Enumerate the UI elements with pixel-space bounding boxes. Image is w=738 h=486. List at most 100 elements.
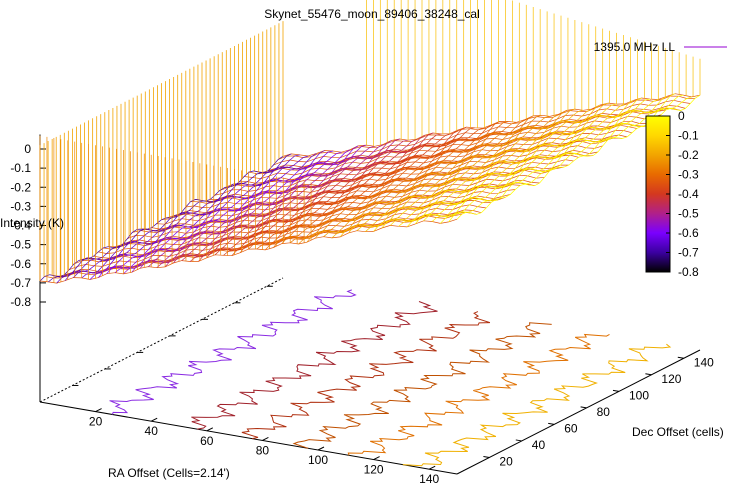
surface-column	[106, 149, 350, 274]
surface-column	[56, 154, 300, 284]
surface-column	[415, 99, 659, 225]
surface-column	[289, 115, 534, 244]
colorbar-tick-label: -0.6	[678, 226, 699, 240]
colorbar-tick-label: -0.8	[678, 265, 699, 279]
x-tick	[262, 436, 269, 441]
surface-column	[339, 109, 584, 238]
y-tick	[645, 373, 652, 376]
surface-column	[373, 103, 617, 232]
surface-column	[406, 98, 651, 228]
surface-column	[73, 153, 317, 278]
x-tick-label: 60	[200, 434, 214, 448]
colorbar-tick-label: -0.7	[678, 246, 699, 260]
x-tick	[317, 446, 325, 451]
surface-column	[423, 96, 667, 222]
surface-column	[98, 151, 342, 278]
surface-column	[306, 116, 550, 243]
z-tick-label: -0.8	[10, 295, 31, 309]
surface-column	[156, 138, 400, 268]
colorbar-tick-label: -0.5	[678, 207, 699, 221]
y-axis-label: Dec Offset (cells)	[632, 425, 724, 439]
surface-column	[323, 110, 567, 237]
surface-column	[139, 144, 384, 269]
surface-column	[206, 133, 450, 259]
surface-column	[356, 104, 601, 231]
surface-column	[198, 133, 442, 262]
x-tick	[373, 456, 380, 461]
surface-column	[223, 126, 467, 256]
x-axis-line	[39, 401, 458, 475]
x-tick	[150, 417, 158, 422]
colorbar-tick-label: -0.3	[678, 168, 699, 182]
contour-line	[402, 343, 672, 467]
x-tick	[428, 465, 436, 470]
y-tick	[612, 389, 620, 392]
back-left-edge	[39, 277, 284, 403]
chart-title: Skynet_55476_moon_89406_38248_cal	[264, 7, 480, 21]
z-tick-label: -0.5	[10, 238, 31, 252]
x-tick	[95, 408, 102, 413]
surface-column	[114, 145, 359, 273]
z-tick-label: -0.6	[10, 257, 31, 271]
surface-row	[273, 99, 691, 166]
spike-layer	[39, 0, 701, 283]
x-axis-label: RA Offset (Cells=2.14')	[108, 466, 230, 480]
z-tick-label: -0.3	[10, 199, 31, 213]
surface-layer	[39, 93, 701, 284]
y-tick	[580, 406, 587, 409]
base-axes: 20 40 60 80 100 120 140 20 40 60 80 100 120 140	[39, 277, 714, 486]
x-tick-label: 100	[308, 453, 328, 467]
y-tick-label: 80	[597, 405, 611, 419]
y-tick-label: 140	[694, 355, 714, 369]
y-tick	[483, 455, 490, 458]
y-tick-label: 40	[532, 438, 546, 452]
y-tick-label: 60	[564, 421, 578, 435]
colorbar-ticks: 0 -0.1 -0.2 -0.3 -0.4 -0.5 -0.6 -0.7 -0.8	[666, 109, 699, 279]
surface-column	[431, 93, 676, 222]
surface-column	[81, 150, 325, 279]
x-tick-label: 140	[419, 472, 439, 486]
x-tick-label: 40	[145, 424, 159, 438]
x-tick-label: 20	[89, 415, 103, 429]
z-axis-label: Intensity (K)	[0, 216, 64, 230]
y-axis-line	[456, 349, 701, 475]
z-tick-label: -0.1	[10, 161, 31, 175]
z-tick-label: 0	[24, 142, 31, 156]
contour-line	[241, 311, 491, 440]
surface-column	[365, 102, 609, 232]
contour-line	[109, 289, 357, 415]
z-axis: 0 -0.1 -0.2 -0.3 -0.4 -0.5 -0.6 -0.7 -0.8	[10, 134, 46, 402]
x-tick-label: 120	[364, 463, 384, 477]
surface-column	[390, 100, 634, 226]
colorbar-tick-label: -0.4	[678, 187, 699, 201]
surface-row	[244, 114, 662, 179]
y-tick-label: 120	[661, 372, 681, 386]
contour-line	[347, 333, 610, 456]
surface-column	[381, 103, 626, 229]
colorbar-tick-label: -0.1	[678, 129, 699, 143]
surface-column	[348, 108, 592, 234]
legend-entry-label: 1395.0 MHz LL	[594, 40, 676, 54]
surface-column	[281, 119, 526, 244]
colorbar: 0 -0.1 -0.2 -0.3 -0.4 -0.5 -0.6 -0.7 -0.8	[645, 109, 699, 279]
surface-column	[298, 114, 542, 245]
surface-column	[440, 94, 684, 224]
x-tick-label: 80	[256, 443, 270, 457]
contour-line	[191, 301, 438, 430]
y-tick-label: 20	[499, 454, 513, 468]
surface-column	[181, 134, 425, 261]
z-tick-label: -0.4	[10, 219, 31, 233]
surface-column	[123, 144, 367, 275]
y-tick	[677, 356, 684, 359]
surface-column	[248, 124, 492, 250]
surface-column	[264, 121, 509, 251]
surface-column	[273, 121, 517, 248]
legend: 1395.0 MHz LL	[594, 40, 727, 54]
surface-column	[239, 127, 484, 253]
contour-layer	[109, 289, 672, 467]
surface-column	[189, 132, 434, 262]
surface-column	[398, 97, 642, 227]
colorbar-tick-label: -0.2	[678, 148, 699, 162]
y-tick	[515, 439, 522, 442]
